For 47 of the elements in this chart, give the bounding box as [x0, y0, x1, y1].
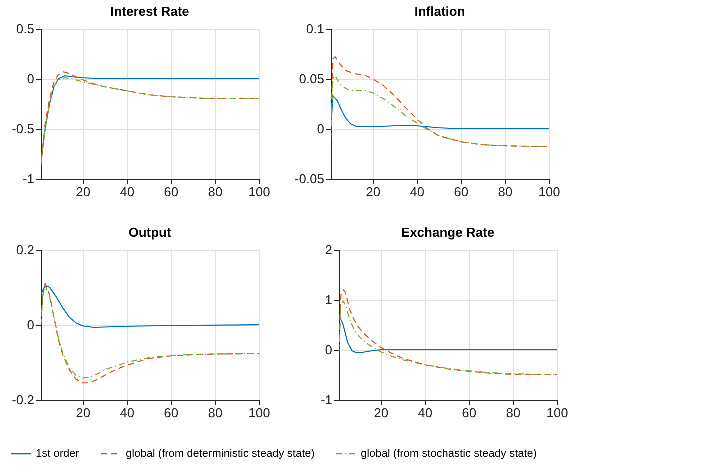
x-tick-label: 100	[248, 406, 270, 420]
x-tick-label: 100	[538, 184, 560, 200]
line-series	[331, 95, 549, 130]
y-tick-label: 0.2	[16, 242, 34, 258]
line-series	[331, 75, 549, 148]
y-tick-label: 0	[27, 318, 34, 332]
x-tick-label: 60	[454, 184, 469, 200]
y-tick-label: 0.05	[299, 72, 324, 86]
y-tick-label: 1	[325, 292, 332, 308]
y-tick-label: 0	[325, 342, 332, 358]
y-tick-label: 0.5	[16, 22, 34, 36]
x-tick-label: 80	[208, 184, 223, 200]
chart-title: Inflation	[414, 4, 466, 19]
y-tick-label: -0.5	[12, 122, 34, 136]
x-tick-label: 60	[462, 406, 477, 420]
x-tick-label: 40	[120, 184, 135, 200]
x-tick-label: 60	[164, 406, 179, 420]
chart-title: Exchange Rate	[401, 225, 495, 240]
x-tick-label: 40	[418, 406, 433, 420]
y-tick-label: -1	[22, 172, 34, 186]
x-tick-label: 100	[248, 184, 270, 200]
line-series	[41, 285, 259, 328]
y-tick-label: -0.2	[12, 392, 34, 408]
y-tick-label: -0.05	[294, 172, 324, 186]
y-tick-label: 0	[317, 122, 324, 136]
line-series	[339, 314, 557, 354]
x-tick-label: 20	[374, 406, 389, 420]
chart-title: Output	[128, 225, 172, 240]
x-tick-label: 20	[76, 406, 91, 420]
x-tick-label: 80	[506, 406, 521, 420]
x-tick-label: 60	[164, 184, 179, 200]
x-tick-label: 20	[76, 184, 91, 200]
x-tick-label: 100	[546, 406, 568, 420]
y-tick-label: 2	[325, 242, 332, 258]
legend-label: global (from deterministic steady state)	[126, 448, 315, 460]
chart-title: Interest Rate	[110, 4, 190, 19]
y-tick-label: 0.1	[306, 22, 324, 36]
legend-label: 1st order	[36, 448, 80, 460]
x-tick-label: 20	[366, 184, 381, 200]
x-tick-label: 40	[410, 184, 425, 200]
x-tick-label: 80	[208, 406, 223, 420]
y-tick-label: -1	[320, 392, 332, 408]
legend-label: global (from stochastic steady state)	[361, 448, 538, 460]
x-tick-label: 40	[120, 406, 135, 420]
y-tick-label: 0	[27, 72, 34, 86]
line-series	[331, 56, 549, 148]
x-tick-label: 80	[498, 184, 513, 200]
